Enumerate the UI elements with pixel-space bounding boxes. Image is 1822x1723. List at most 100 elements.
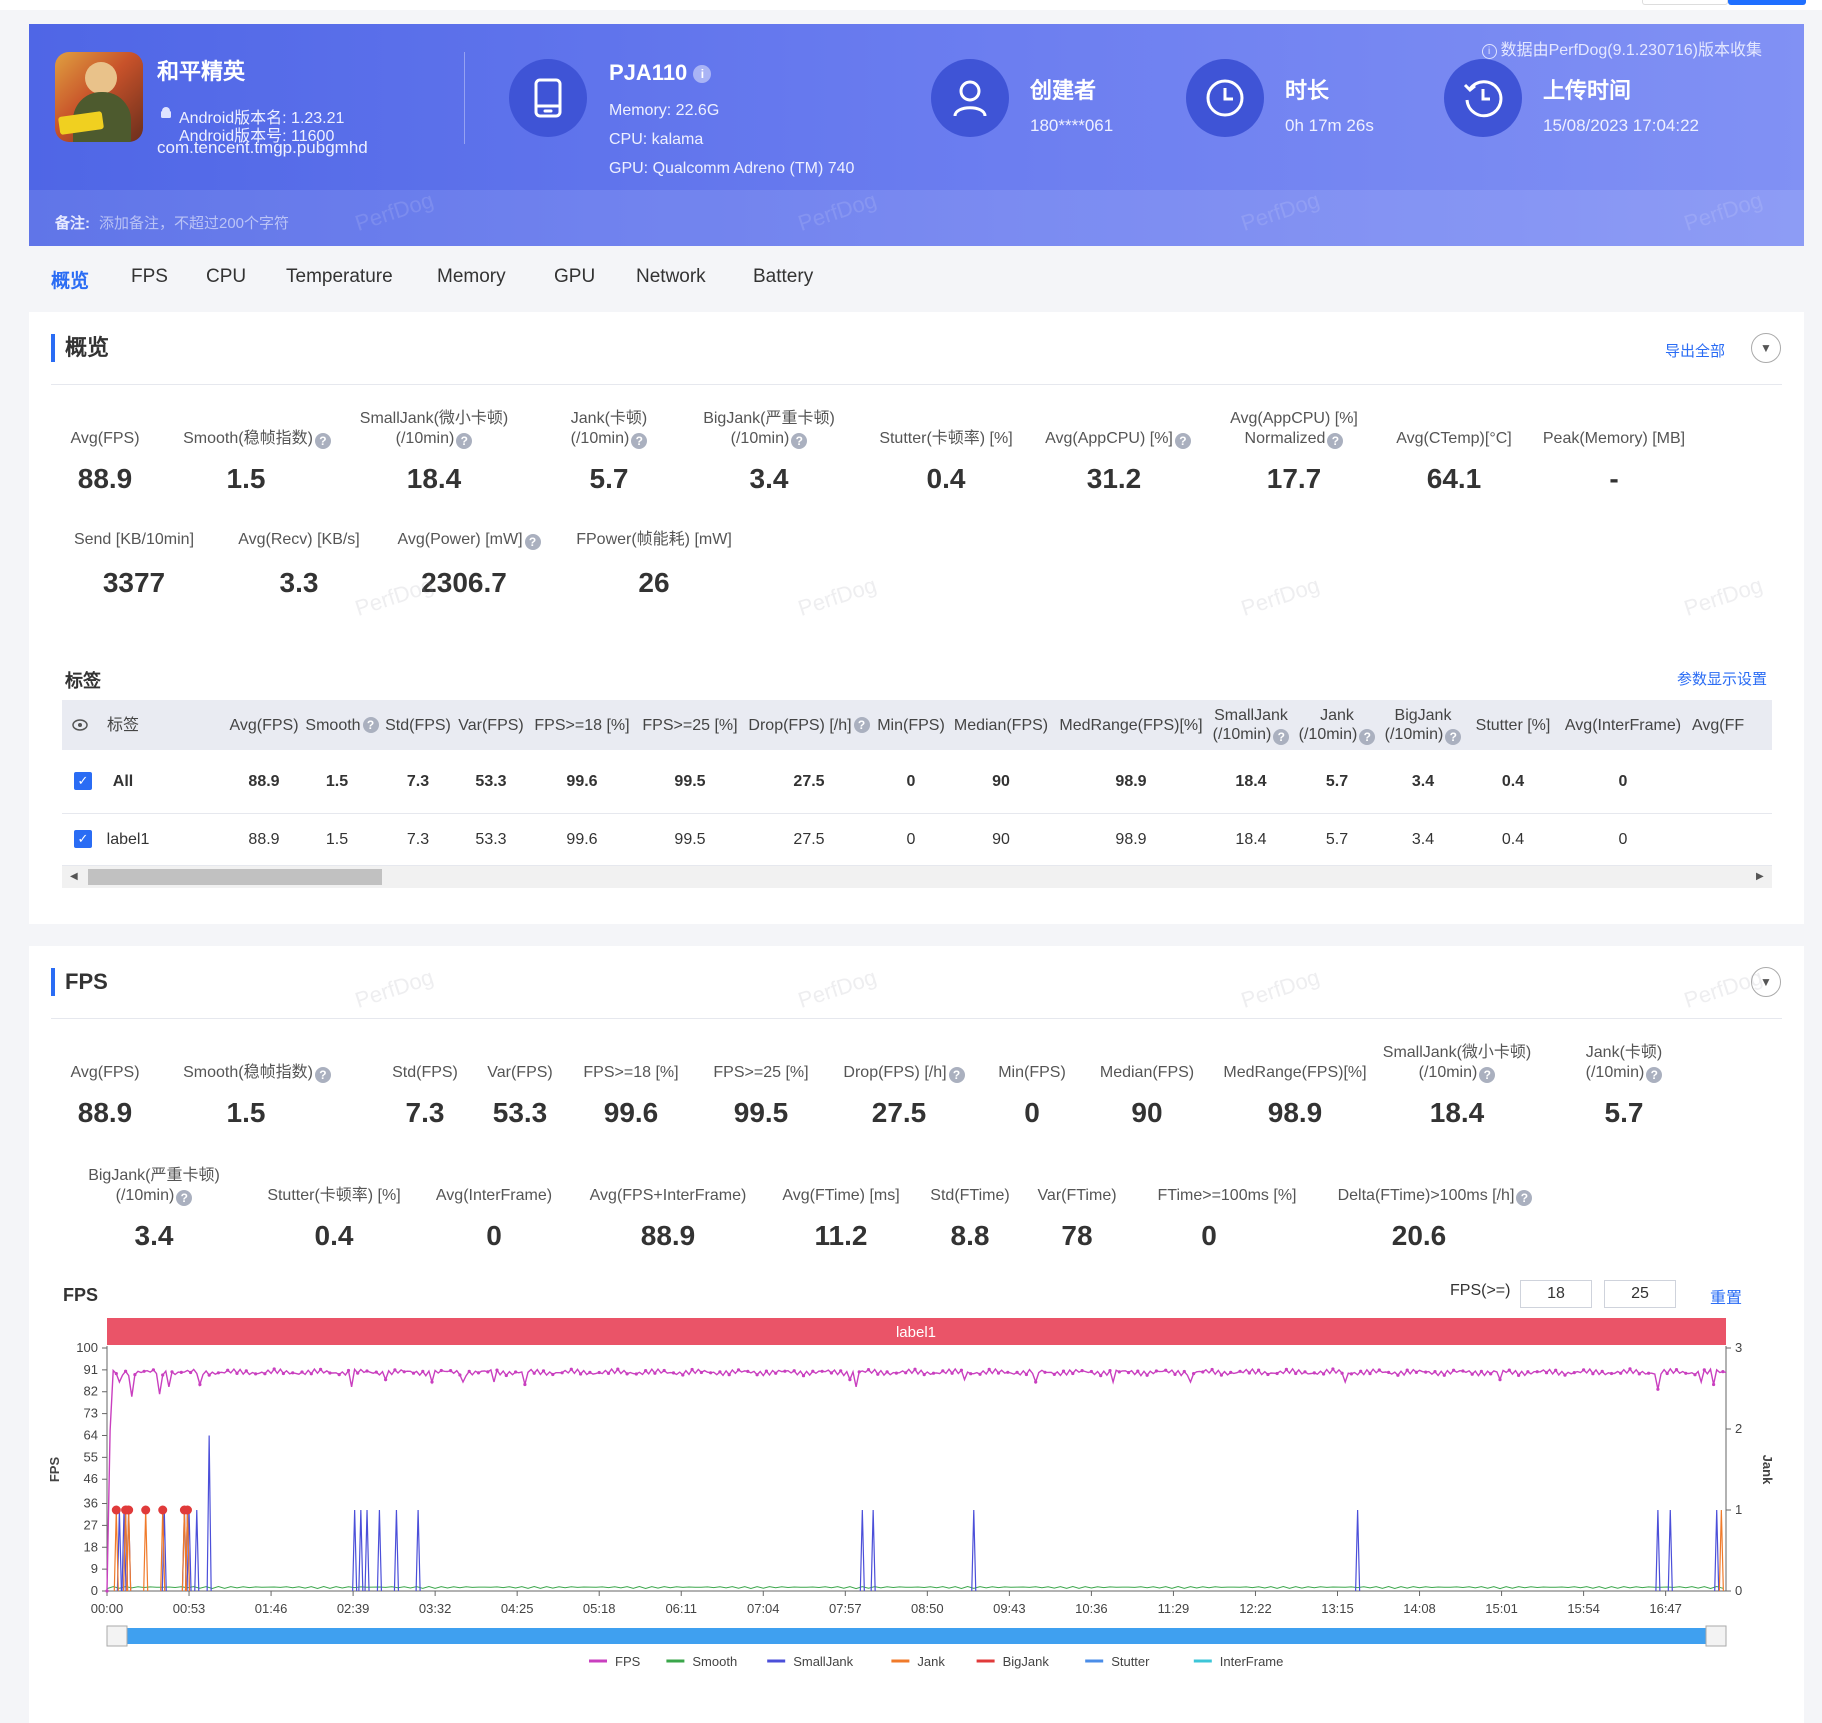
- th-label[interactable]: 标签: [106, 716, 139, 734]
- threshold-input-1[interactable]: 18: [1520, 1280, 1592, 1308]
- range-slider[interactable]: [107, 1628, 1726, 1644]
- param-settings-link[interactable]: 参数显示设置: [1677, 671, 1768, 688]
- th-min-fps[interactable]: Min(FPS): [877, 716, 945, 734]
- th-avg-ff[interactable]: Avg(FF: [1692, 716, 1745, 734]
- top-toolbar-button-primary[interactable]: [1728, 0, 1806, 5]
- tab-overview[interactable]: 概览: [51, 271, 90, 292]
- scroll-left-arrow-icon[interactable]: ◀: [70, 871, 78, 882]
- table-row[interactable]: ✓ label1 88.9 1.5 7.3 53.3 99.6 99.5 27.…: [62, 814, 1772, 866]
- th-drop-fps[interactable]: Drop(FPS) [/h]?: [744, 700, 874, 750]
- help-icon[interactable]: ?: [314, 1067, 331, 1083]
- table-header: 标签 Avg(FPS) Smooth? Std(FPS) Var(FPS) FP…: [62, 700, 1772, 750]
- help-icon[interactable]: ?: [456, 433, 473, 449]
- threshold-input-2[interactable]: 25: [1604, 1280, 1676, 1308]
- legend-label: Smooth: [692, 1654, 737, 1669]
- fps-chart[interactable]: label1 0 9 18 27 36 46 55 64 73 82 91 100 0 1 2 3 00:00 00…: [29, 1318, 1804, 1723]
- tab-cpu[interactable]: CPU: [206, 266, 247, 287]
- metric-label: Drop(FPS) [/h]?: [839, 1063, 969, 1083]
- fps-point: [1461, 1369, 1465, 1373]
- th-var-fps[interactable]: Var(FPS): [458, 716, 524, 734]
- row-checkbox[interactable]: ✓: [74, 772, 92, 790]
- fps-point: [959, 1368, 964, 1372]
- fps-point: [272, 1367, 276, 1371]
- fps-point: [848, 1378, 852, 1382]
- y-tick-label: 0: [91, 1583, 98, 1598]
- th-avg-fps[interactable]: Avg(FPS): [229, 716, 299, 734]
- help-icon[interactable]: ?: [853, 717, 870, 733]
- table-row[interactable]: ✓ All 88.9 1.5 7.3 53.3 99.6 99.5 27.5 0…: [62, 750, 1772, 814]
- help-icon[interactable]: ?: [948, 1067, 965, 1083]
- cell: 5.7: [1325, 773, 1349, 790]
- help-icon[interactable]: ?: [1479, 1067, 1496, 1083]
- y-tick-label: 36: [84, 1496, 98, 1511]
- scrollbar-thumb[interactable]: [88, 869, 382, 885]
- fps-point: [1647, 1371, 1651, 1375]
- scroll-right-arrow-icon[interactable]: ▶: [1756, 871, 1764, 882]
- th-std-fps[interactable]: Std(FPS): [385, 716, 451, 734]
- metric-value: 18.4: [1429, 1097, 1485, 1128]
- help-icon[interactable]: ?: [362, 717, 379, 733]
- th-stutter[interactable]: Stutter [%]: [1475, 716, 1551, 734]
- help-icon[interactable]: ?: [1516, 1190, 1533, 1206]
- help-icon[interactable]: ?: [1327, 433, 1344, 449]
- help-icon[interactable]: ?: [1359, 728, 1376, 745]
- th-fps25[interactable]: FPS>=25 [%]: [642, 716, 738, 734]
- th-smooth[interactable]: Smooth?: [302, 700, 382, 750]
- smalljank-spike: [358, 1509, 364, 1592]
- tab-network[interactable]: Network: [636, 266, 706, 287]
- tab-temperature[interactable]: Temperature: [286, 266, 393, 287]
- bigjank-marker: [141, 1505, 151, 1515]
- th-avg-interframe[interactable]: Avg(InterFrame): [1564, 716, 1682, 734]
- tab-battery[interactable]: Battery: [753, 266, 814, 287]
- help-icon[interactable]: ?: [791, 433, 808, 449]
- help-icon[interactable]: ?: [1273, 728, 1290, 745]
- help-icon[interactable]: ?: [314, 433, 331, 449]
- fps-point: [1126, 1371, 1131, 1375]
- th-bigjank[interactable]: BigJank (/10min)?: [1380, 700, 1466, 750]
- export-all-link[interactable]: 导出全部: [1665, 343, 1726, 360]
- horizontal-scrollbar[interactable]: ◀ ▶: [62, 866, 1772, 888]
- fps-point: [421, 1369, 425, 1373]
- metric-value: 0: [486, 1220, 502, 1251]
- threshold-label: FPS(>=): [1450, 1282, 1511, 1299]
- info-icon[interactable]: i: [693, 65, 712, 83]
- note-bar[interactable]: 备注: 添加备注，不超过200个字符: [29, 190, 1804, 246]
- tab-fps[interactable]: FPS: [131, 266, 168, 287]
- help-icon[interactable]: ?: [1646, 1067, 1663, 1083]
- y-tick-label: 82: [84, 1384, 98, 1399]
- metric-label: Jank(卡顿) (/10min)?: [1585, 1044, 1663, 1083]
- range-handle-right[interactable]: [1705, 1625, 1727, 1647]
- tab-memory[interactable]: Memory: [437, 266, 506, 287]
- help-icon[interactable]: ?: [1174, 433, 1191, 449]
- metric-label: Min(FPS): [998, 1064, 1066, 1081]
- row-checkbox[interactable]: ✓: [74, 830, 92, 848]
- help-icon[interactable]: ?: [176, 1190, 193, 1206]
- fps-point: [792, 1369, 796, 1373]
- th-jank[interactable]: Jank (/10min)?: [1294, 700, 1380, 750]
- help-icon[interactable]: ?: [1445, 728, 1462, 745]
- top-toolbar-button-secondary[interactable]: [1642, 0, 1728, 5]
- tab-gpu[interactable]: GPU: [554, 266, 596, 287]
- fps-point: [1331, 1367, 1335, 1371]
- help-icon[interactable]: ?: [524, 534, 541, 550]
- th-medrange[interactable]: MedRange(FPS)[%]: [1059, 716, 1203, 734]
- fps-point: [1024, 1372, 1028, 1377]
- fps-point: [1117, 1370, 1121, 1374]
- collapse-icon[interactable]: ▼: [1751, 967, 1781, 997]
- th-fps18[interactable]: FPS>=18 [%]: [534, 716, 630, 734]
- metric-label: Var(FPS): [487, 1064, 553, 1081]
- fps-point: [1535, 1370, 1539, 1374]
- help-icon[interactable]: ?: [631, 433, 648, 449]
- th-smalljank[interactable]: SmallJank (/10min)?: [1212, 706, 1290, 745]
- note-input[interactable]: 添加备注，不超过200个字符: [99, 215, 290, 232]
- cell: 27.5: [793, 773, 825, 790]
- eye-icon[interactable]: [62, 700, 98, 750]
- metric-label: Avg(AppCPU) [%]?: [1039, 429, 1197, 449]
- range-handle-left[interactable]: [106, 1625, 128, 1647]
- fps-point: [114, 1372, 118, 1376]
- collapse-icon[interactable]: ▼: [1751, 333, 1781, 363]
- info-circle-icon: i: [1481, 44, 1497, 59]
- th-median-fps[interactable]: Median(FPS): [953, 716, 1049, 734]
- reset-button[interactable]: 重置: [1710, 1290, 1743, 1307]
- fps-point: [1219, 1373, 1223, 1377]
